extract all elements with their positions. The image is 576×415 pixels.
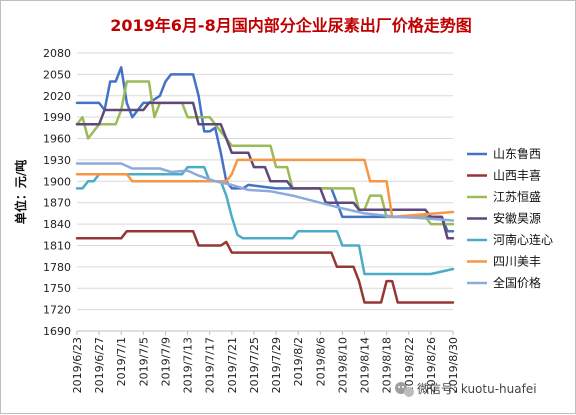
x-axis-ticks: 2019/6/23 2019/6/27 2019/7/1 2019/7/5 2019/7… [71,331,460,393]
legend-label: 山东鲁西 [493,147,541,161]
y-tick-label: 1960 [43,133,71,146]
y-tick-label: 1750 [43,282,71,295]
y-axis-ticks: 2080 2050 2020 1990 1960 1930 1900 1870 1840 1810… [43,47,71,338]
legend-label: 河南心连心 [493,232,553,247]
x-tick-label: 2019/7/21 [226,337,239,393]
watermark: 微信号: kuotu-huafei [395,382,537,397]
x-tick-label: 2019/7/5 [137,337,150,386]
y-tick-label: 2050 [43,68,71,81]
watermark-text: 微信号: kuotu-huafei [417,382,537,396]
y-tick-label: 2080 [43,47,71,60]
y-axis-label: 单位：元/吨 [13,160,28,224]
x-tick-label: 2019/8/18 [381,337,394,393]
y-tick-label: 1990 [43,111,71,124]
series-line-河南心连心 [75,165,455,276]
y-tick-label: 1870 [43,197,71,210]
y-tick-label: 1900 [43,175,71,188]
y-tick-label: 1690 [43,325,71,338]
y-tick-label: 1780 [43,261,71,274]
series-line-山西丰喜 [75,229,455,304]
x-tick-label: 2019/7/25 [248,337,261,393]
x-tick-label: 2019/8/26 [425,337,438,393]
legend-label: 安徽昊源 [493,211,541,226]
wechat-icon [395,382,414,397]
legend-label: 江苏恒盛 [493,189,541,204]
x-tick-label: 2019/8/14 [359,337,372,393]
x-tick-label: 2019/7/1 [115,337,128,386]
y-tick-label: 1810 [43,239,71,252]
series-line-山东鲁西 [75,66,455,233]
series-line-四川美丰 [75,158,455,219]
x-tick-label: 2019/6/23 [71,337,84,393]
x-tick-label: 2019/7/9 [159,337,172,386]
series-line-安徽昊源 [75,101,455,240]
series-line-江苏恒盛 [75,80,455,226]
series-lines [75,66,455,304]
x-tick-label: 2019/6/27 [93,337,106,393]
x-tick-label: 2019/8/2 [292,337,305,386]
y-tick-label: 2020 [43,90,71,103]
x-tick-label: 2019/8/30 [447,337,460,393]
legend-label: 山西丰喜 [493,169,541,183]
x-tick-label: 2019/8/6 [314,337,327,386]
x-tick-label: 2019/7/29 [270,337,283,393]
x-tick-label: 2019/7/13 [182,337,195,393]
y-tick-label: 1930 [43,154,71,167]
x-tick-label: 2019/8/22 [403,337,416,393]
legend-label: 全国价格 [493,275,541,290]
y-tick-label: 1840 [43,218,71,231]
y-tick-label: 1720 [43,304,71,317]
x-tick-label: 2019/8/10 [336,337,349,393]
chart-title: 2019年6月-8月国内部分企业尿素出厂价格走势图 [110,16,471,35]
series-line-全国价格 [75,162,455,222]
legend-label: 四川美丰 [493,255,541,269]
x-tick-label: 2019/7/17 [204,337,217,393]
